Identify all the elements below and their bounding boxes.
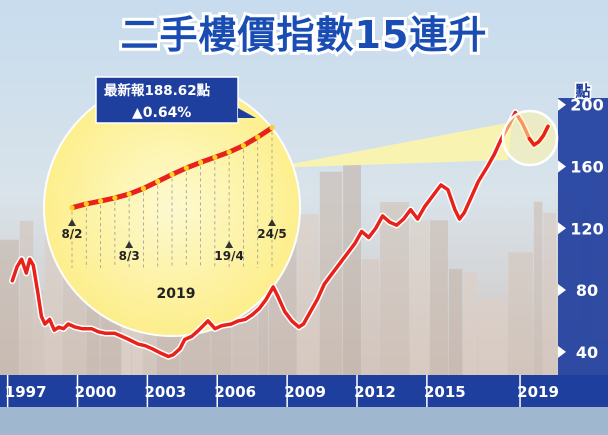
zoom-point bbox=[83, 201, 89, 207]
building bbox=[34, 290, 44, 375]
zoom-point bbox=[98, 198, 104, 204]
building bbox=[533, 201, 543, 375]
zoom-tick-marker bbox=[268, 219, 276, 226]
building bbox=[478, 298, 508, 375]
zoom-point bbox=[198, 159, 204, 165]
zoom-point bbox=[126, 191, 132, 197]
zoom-point bbox=[169, 171, 175, 178]
y-axis-bar bbox=[558, 98, 608, 375]
building bbox=[430, 220, 448, 375]
building bbox=[19, 220, 34, 375]
building bbox=[449, 268, 463, 375]
building bbox=[0, 239, 19, 375]
x-tick-label: 2000 bbox=[75, 383, 117, 401]
zoom-tick-marker bbox=[225, 241, 234, 248]
y-tick-label: 160 bbox=[570, 158, 603, 177]
building bbox=[410, 220, 429, 375]
badge-line-1: 最新報188.62點 bbox=[104, 82, 211, 99]
zoom-tick-label: 8/3 bbox=[119, 249, 140, 263]
zoom-point bbox=[155, 178, 161, 185]
y-tick-label: 40 bbox=[576, 343, 598, 362]
chart-title: 二手樓價指數15連升 bbox=[121, 13, 488, 57]
zoom-tick-label: 24/5 bbox=[257, 227, 286, 241]
y-tick-marker bbox=[558, 284, 566, 297]
zoom-tick-label: 19/4 bbox=[214, 249, 243, 263]
zoom-point bbox=[240, 143, 246, 149]
zoom-tick-marker bbox=[68, 219, 76, 226]
building bbox=[343, 164, 361, 375]
building bbox=[463, 272, 478, 375]
badge-change: ▲0.64% bbox=[132, 105, 191, 121]
zoom-point bbox=[255, 134, 261, 140]
main-line-series bbox=[9, 109, 552, 360]
x-axis-ticks: 1997 2000 2003 2006 2009 2012 2015 2019 bbox=[5, 375, 559, 407]
y-tick-label: 200 bbox=[570, 96, 603, 115]
x-tick-label: 1997 bbox=[5, 383, 47, 401]
x-tick-label: 2003 bbox=[145, 383, 187, 401]
main-line bbox=[10, 110, 550, 359]
x-tick-label: 2019 bbox=[517, 383, 559, 401]
zoom-inset-chart: 8/2 8/3 19/4 24/5 bbox=[61, 125, 287, 268]
y-axis-ticks: 200 160 120 80 40 bbox=[558, 96, 604, 362]
y-tick-marker bbox=[558, 160, 566, 173]
zoom-point bbox=[183, 165, 189, 171]
main-line-series-highlight bbox=[527, 124, 550, 147]
y-tick-label: 120 bbox=[570, 219, 603, 238]
zoom-point bbox=[112, 195, 118, 201]
x-axis-bar bbox=[0, 375, 608, 407]
main-line-recent bbox=[527, 124, 550, 147]
x-tick-label: 2015 bbox=[424, 383, 466, 401]
building bbox=[297, 214, 319, 375]
x-tick-label: 2009 bbox=[284, 383, 326, 401]
latest-value-badge: 最新報188.62點 ▲0.64% bbox=[95, 76, 256, 124]
bottom-strip bbox=[0, 407, 608, 435]
zoom-point bbox=[69, 205, 75, 211]
y-axis-unit: 點 bbox=[575, 82, 590, 100]
badge-unit: 點 bbox=[197, 82, 211, 99]
badge-label: 最新報 bbox=[104, 82, 145, 99]
zoom-tick-marker bbox=[125, 241, 134, 248]
building bbox=[380, 202, 410, 375]
x-tick-label: 2012 bbox=[354, 383, 396, 401]
y-tick-marker bbox=[558, 345, 566, 358]
zoom-point bbox=[226, 149, 232, 155]
building bbox=[362, 259, 380, 375]
zoom-point bbox=[140, 185, 146, 192]
zoom-tick-label: 8/2 bbox=[61, 227, 82, 241]
building bbox=[258, 298, 269, 375]
y-tick-marker bbox=[558, 222, 566, 235]
badge-pointer bbox=[238, 108, 256, 118]
y-tick-label: 80 bbox=[576, 281, 598, 300]
building bbox=[508, 252, 533, 375]
zoom-year-label: 2019 bbox=[157, 286, 196, 302]
zoom-connector bbox=[270, 122, 512, 168]
badge-value: 188.62 bbox=[145, 83, 197, 99]
y-tick-marker bbox=[558, 98, 566, 111]
x-tick-label: 2006 bbox=[214, 383, 256, 401]
zoom-point bbox=[212, 154, 218, 160]
zoom-point bbox=[269, 125, 275, 131]
building bbox=[543, 213, 557, 375]
badge-background bbox=[95, 76, 239, 124]
